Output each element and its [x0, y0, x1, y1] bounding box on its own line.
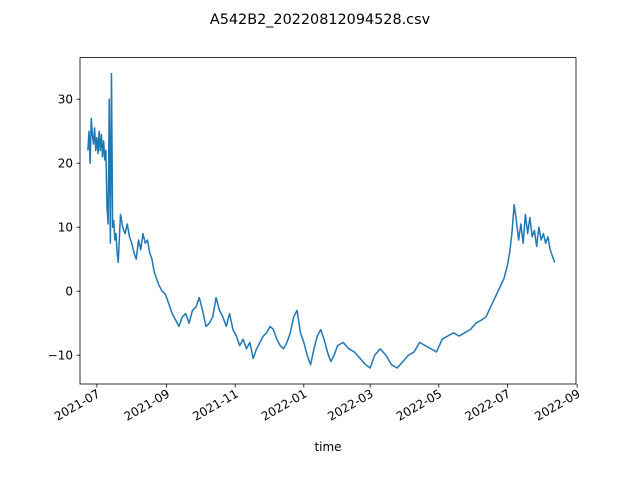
data-series-line — [87, 72, 556, 369]
x-tick-label: 2022-01 — [259, 386, 309, 423]
x-tick-label: 2022-03 — [325, 386, 375, 423]
y-tick-label: 10 — [58, 220, 73, 234]
y-tick-label: 0 — [65, 284, 73, 298]
x-tick-label: 2021-09 — [122, 386, 172, 423]
y-axis: −10 0 10 20 30 — [48, 92, 80, 362]
x-axis: 2021-07 2021-09 2021-11 2022-01 2022-03 2022-… — [52, 384, 583, 424]
x-tick-label: 2021-07 — [52, 386, 102, 423]
chart-title: A542B2_20220812094528.csv — [210, 12, 431, 28]
x-tick-label: 2022-05 — [394, 386, 444, 423]
x-axis-label: time — [314, 440, 341, 454]
x-tick-label: 2022-09 — [532, 386, 582, 423]
x-tick-label: 2021-11 — [190, 386, 240, 423]
y-tick-label: 30 — [58, 92, 73, 106]
plot-area-frame — [79, 57, 577, 385]
x-tick-label: 2022-07 — [462, 386, 512, 423]
y-tick-label: −10 — [48, 348, 73, 362]
y-tick-label: 20 — [58, 156, 73, 170]
